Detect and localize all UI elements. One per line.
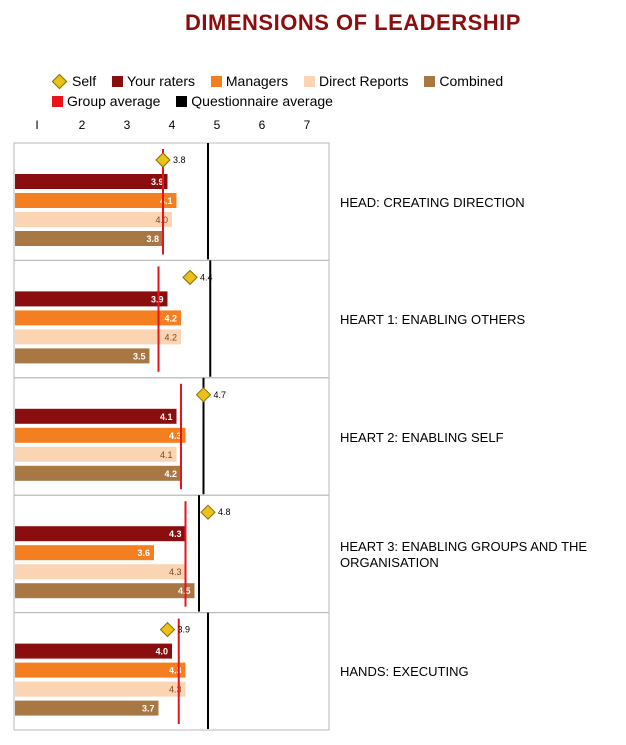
managers-value-label: 4.3	[169, 431, 182, 441]
managers-bar	[15, 545, 154, 561]
legend-managers: Managers	[210, 73, 289, 89]
managers-value-label: 4.1	[160, 196, 173, 206]
self-marker	[195, 387, 212, 403]
self-marker	[182, 269, 198, 286]
x-tick-label: 5	[213, 118, 221, 132]
managers-value-label: 4.2	[164, 313, 177, 323]
legend-combined: Combined	[424, 73, 503, 89]
legend-questionnaire-average-label: Questionnaire average	[191, 93, 333, 109]
direct-reports-bar	[15, 446, 177, 462]
questionnaire-average-swatch	[176, 95, 188, 107]
chart-title: DIMENSIONS OF LEADERSHIP	[185, 10, 521, 35]
legend-direct-reports: Direct Reports	[304, 73, 409, 89]
direct-reports-value-label: 4.3	[169, 567, 182, 577]
combined-bar	[15, 231, 163, 246]
direct-reports-value-label: 4.1	[160, 450, 173, 460]
managers-value-label: 4.3	[169, 666, 182, 676]
x-tick-label: 4	[168, 118, 176, 132]
self-value-label: 3.9	[178, 625, 191, 635]
category-label: HEART 2: ENABLING SELF	[340, 429, 504, 445]
your-raters-bar	[15, 174, 168, 189]
direct-reports-value-label: 4.3	[169, 685, 182, 695]
combined-bar	[15, 583, 195, 599]
combined-value-label: 3.7	[142, 704, 155, 714]
self-marker	[155, 152, 171, 168]
legend-combined-label: Combined	[439, 73, 504, 89]
x-tick-label: 2	[78, 118, 86, 132]
your-raters-bar	[15, 408, 177, 424]
legend-self-label: Self	[72, 73, 97, 89]
managers-value-label: 3.6	[137, 548, 150, 558]
managers-bar	[15, 427, 186, 443]
direct-reports-value-label: 4.0	[155, 215, 168, 225]
self-marker	[200, 504, 216, 520]
self-value-label: 4.8	[218, 507, 231, 517]
category-label: HANDS: EXECUTING	[340, 664, 469, 680]
combined-swatch	[424, 75, 436, 87]
your-raters-value-label: 4.1	[160, 412, 173, 422]
legend-row-2: Group average Questionnaire average	[52, 93, 345, 110]
legend-group-average: Group average	[52, 93, 160, 109]
x-tick-label: 7	[303, 118, 311, 132]
legend-questionnaire-average: Questionnaire average	[176, 93, 333, 109]
self-value-label: 3.8	[173, 155, 186, 165]
legend-managers-label: Managers	[225, 73, 289, 89]
category-label: HEAD: CREATING DIRECTION	[340, 194, 525, 210]
legend-your-raters-label: Your raters	[127, 73, 195, 89]
x-tick-label: I	[35, 118, 39, 132]
combined-bar	[15, 700, 159, 716]
direct-reports-bar	[15, 212, 172, 227]
your-raters-bar	[15, 526, 186, 542]
category-label: HEART 1: ENABLING OTHERS	[340, 312, 526, 328]
legend-direct-reports-label: Direct Reports	[319, 73, 409, 89]
legend-row-1: Self Your raters Managers Direct Reports…	[51, 73, 515, 90]
legend-self: Self	[51, 73, 97, 89]
category-panel	[13, 612, 330, 731]
combined-value-label: 3.8	[146, 234, 159, 244]
direct-reports-bar	[15, 329, 181, 345]
self-value-label: 4.4	[200, 272, 213, 282]
your-raters-value-label: 4.0	[155, 647, 168, 657]
self-value-label: 4.7	[214, 390, 227, 400]
your-raters-swatch	[112, 75, 124, 87]
managers-bar	[15, 662, 186, 678]
your-raters-value-label: 3.9	[151, 294, 164, 304]
group-average-swatch	[52, 95, 63, 107]
your-raters-value-label: 3.9	[151, 177, 164, 187]
managers-bar	[15, 310, 181, 326]
self-marker	[159, 621, 176, 638]
your-raters-bar	[15, 291, 168, 307]
combined-bar	[15, 348, 150, 364]
direct-reports-value-label: 4.2	[164, 332, 177, 342]
legend-your-raters: Your raters	[112, 73, 195, 89]
managers-bar	[15, 193, 177, 208]
combined-value-label: 4.5	[178, 586, 191, 596]
combined-value-label: 3.5	[133, 351, 146, 361]
your-raters-value-label: 4.3	[169, 529, 182, 539]
direct-reports-bar	[15, 564, 186, 580]
your-raters-bar	[15, 643, 172, 659]
combined-value-label: 4.2	[164, 469, 177, 479]
legend-group-average-label: Group average	[67, 93, 161, 109]
direct-reports-swatch	[304, 75, 316, 87]
x-tick-label: 3	[123, 118, 131, 132]
category-label: HEART 3: ENABLING GROUPS AND THE ORGANIS…	[340, 538, 588, 570]
combined-bar	[15, 465, 181, 481]
managers-swatch	[210, 75, 222, 87]
direct-reports-bar	[15, 681, 186, 697]
x-tick-label: 6	[258, 118, 266, 132]
